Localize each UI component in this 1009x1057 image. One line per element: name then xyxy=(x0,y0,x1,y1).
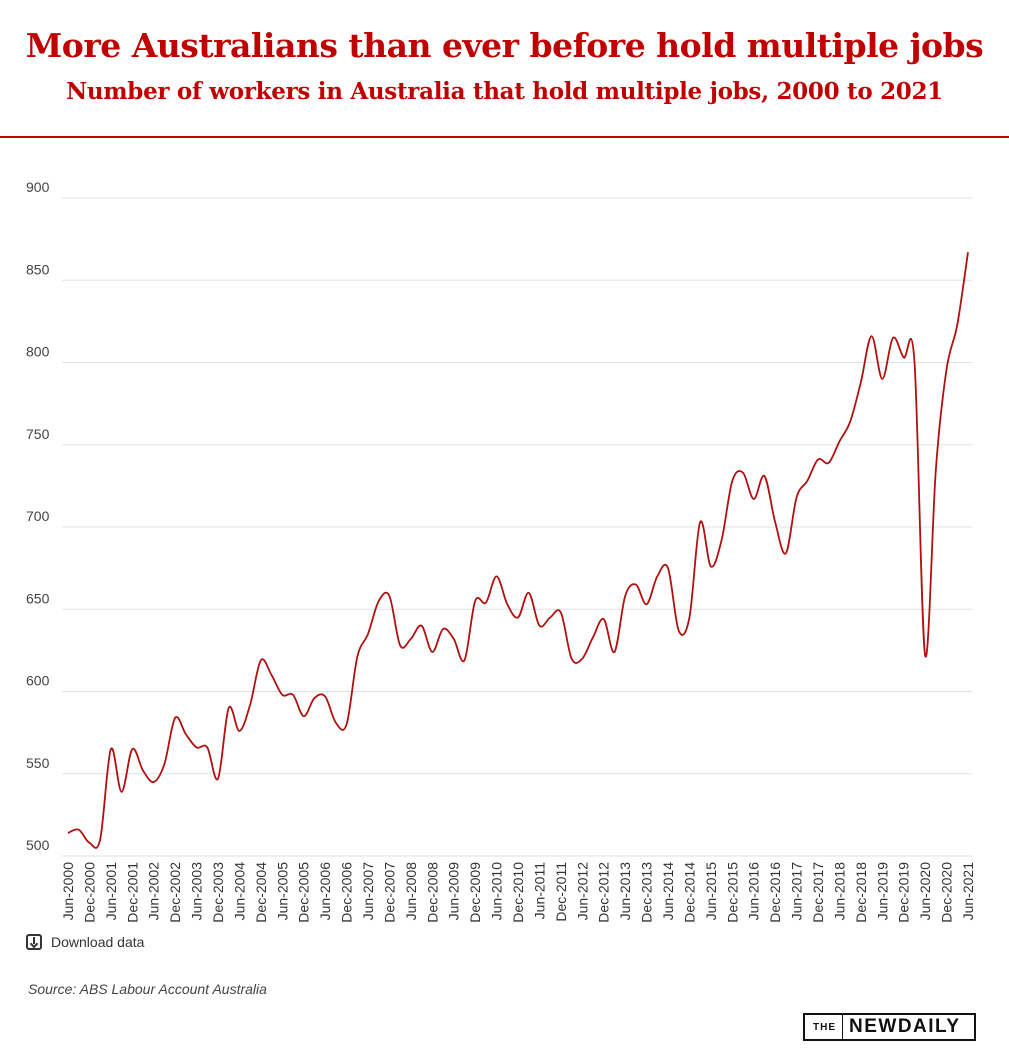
y-tick-label: 600 xyxy=(26,673,50,689)
x-tick-label: Jun-2007 xyxy=(360,862,376,921)
x-tick-label: Dec-2004 xyxy=(253,862,269,923)
x-tick-label: Jun-2001 xyxy=(103,862,119,921)
x-tick-label: Dec-2019 xyxy=(896,862,912,923)
x-tick-label: Jun-2011 xyxy=(531,862,547,920)
x-tick-label: Dec-2003 xyxy=(210,862,226,923)
chart-subtitle: Number of workers in Australia that hold… xyxy=(66,78,943,105)
y-tick-label: 850 xyxy=(26,261,50,277)
title-divider xyxy=(0,136,1009,138)
chart-title: More Australians than ever before hold m… xyxy=(25,26,984,65)
x-tick-label: Jun-2010 xyxy=(489,862,505,921)
x-tick-label: Dec-2006 xyxy=(339,862,355,923)
x-tick-label: Dec-2001 xyxy=(124,862,140,923)
x-tick-label: Jun-2014 xyxy=(660,862,676,921)
logo-divider xyxy=(842,1015,843,1039)
x-tick-label: Jun-2016 xyxy=(746,862,762,921)
source-note: Source: ABS Labour Account Australia xyxy=(28,981,267,997)
x-tick-label: Dec-2017 xyxy=(810,862,826,923)
x-tick-label: Jun-2017 xyxy=(789,862,805,921)
x-tick-label: Dec-2007 xyxy=(381,862,397,923)
x-tick-label: Jun-2003 xyxy=(189,862,205,921)
y-tick-label: 750 xyxy=(26,426,50,442)
x-tick-label: Jun-2019 xyxy=(874,862,890,921)
y-tick-label: 500 xyxy=(26,837,50,853)
x-tick-label: Jun-2009 xyxy=(446,862,462,921)
x-tick-label: Jun-2021 xyxy=(960,862,976,921)
x-tick-label: Dec-2000 xyxy=(81,862,97,923)
download-icon xyxy=(26,934,42,950)
y-tick-label: 900 xyxy=(26,179,50,195)
x-tick-label: Jun-2008 xyxy=(403,862,419,921)
x-tick-label: Dec-2012 xyxy=(596,862,612,923)
x-tick-label: Jun-2015 xyxy=(703,862,719,921)
line-chart: 900 850 800 750 700 650 600 550 500 Jun-2000 Dec-… xyxy=(26,179,976,923)
x-tick-label: Dec-2016 xyxy=(767,862,783,923)
x-tick-label: Jun-2012 xyxy=(574,862,590,921)
x-tick-label: Dec-2014 xyxy=(681,862,697,923)
grid-lines xyxy=(62,197,972,857)
x-tick-label: Jun-2004 xyxy=(231,862,247,921)
x-tick-label: Dec-2009 xyxy=(467,862,483,923)
x-tick-label: Dec-2015 xyxy=(724,862,740,923)
x-tick-label: Dec-2002 xyxy=(167,862,183,923)
y-tick-label: 800 xyxy=(26,344,50,360)
x-tick-label: Dec-2018 xyxy=(853,862,869,923)
series-line-multiple-job-holders xyxy=(67,252,969,849)
plot-area xyxy=(67,252,969,849)
y-tick-label: 700 xyxy=(26,508,50,524)
x-tick-label: Dec-2008 xyxy=(424,862,440,923)
logo-the: THE xyxy=(813,1021,836,1033)
x-tick-label: Jun-2000 xyxy=(60,862,76,921)
x-tick-label: Dec-2020 xyxy=(939,862,955,923)
y-tick-label: 550 xyxy=(26,755,50,771)
x-tick-label: Dec-2013 xyxy=(639,862,655,923)
y-tick-label: 650 xyxy=(26,590,50,606)
x-tick-label: Dec-2010 xyxy=(510,862,526,923)
x-tick-label: Dec-2011 xyxy=(553,862,569,922)
download-data-label: Download data xyxy=(51,934,145,950)
x-tick-label: Jun-2020 xyxy=(917,862,933,921)
x-tick-label: Jun-2018 xyxy=(831,862,847,921)
y-axis: 900 850 800 750 700 650 600 550 500 xyxy=(26,179,50,853)
x-axis: Jun-2000 Dec-2000 Jun-2001 Dec-2001 Jun-2002… xyxy=(60,862,976,923)
x-tick-label: Jun-2002 xyxy=(146,862,162,921)
logo-name: NEWDAILY xyxy=(849,1016,961,1037)
x-tick-label: Jun-2006 xyxy=(317,862,333,921)
x-tick-label: Dec-2005 xyxy=(296,862,312,923)
newdaily-logo: THE NEWDAILY xyxy=(803,1013,976,1041)
x-tick-label: Jun-2005 xyxy=(274,862,290,921)
x-tick-label: Jun-2013 xyxy=(617,862,633,921)
download-data-button[interactable]: Download data xyxy=(26,934,144,950)
